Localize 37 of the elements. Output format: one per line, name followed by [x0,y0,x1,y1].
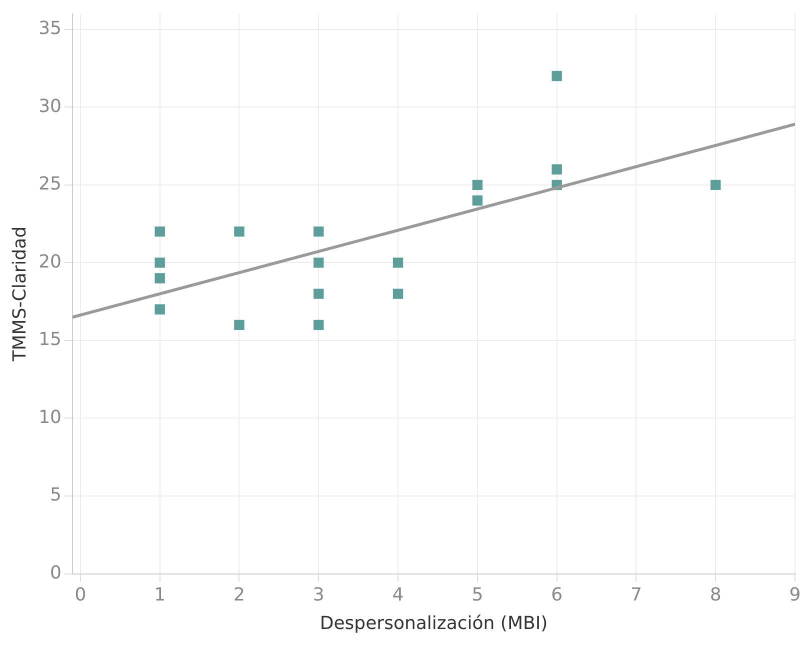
x-tick-label: 4 [392,584,404,606]
y-tick-label: 35 [38,18,62,40]
x-axis-title: Despersonalización (MBI) [320,612,548,634]
point [392,258,404,268]
y-tick-label: 25 [38,174,62,195]
point [710,180,721,190]
point [314,288,324,299]
x-tick-label: 2 [234,584,245,606]
y-tick-label: 20 [38,251,62,272]
point [392,288,404,299]
point [314,258,324,268]
point [154,258,165,268]
y-tick-label: 5 [50,484,62,506]
x-tick-label: 1 [154,584,166,606]
y-tick-label: 0 [50,562,62,584]
x-tick-label: 3 [312,584,324,606]
y-tick-label: 30 [38,96,62,117]
point [154,273,165,284]
x-tick-label: 8 [710,584,722,606]
y-axis-title: TMMS-Claridad [9,226,30,362]
x-tick-label: 6 [551,584,563,606]
point [154,304,165,314]
point [552,164,562,174]
point [552,70,562,82]
point [234,320,244,330]
x-tick-label: 7 [630,584,642,606]
point [472,180,483,190]
point [234,226,244,237]
point [154,226,165,237]
point [472,195,483,206]
x-tick-label: 5 [472,584,484,606]
x-tick-label: 0 [74,584,86,606]
y-tick-label: 10 [38,406,62,428]
x-tick-label: 9 [789,584,801,606]
point [314,226,324,237]
y-tick-label: 15 [38,329,62,350]
point [314,320,324,330]
